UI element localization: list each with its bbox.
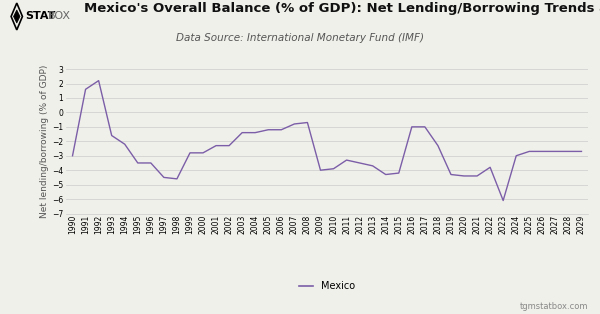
Text: STAT: STAT: [25, 12, 55, 21]
Polygon shape: [14, 10, 20, 23]
Y-axis label: Net lending/borrowing (% of GDP): Net lending/borrowing (% of GDP): [40, 65, 49, 218]
Text: BOX: BOX: [49, 12, 71, 21]
Text: Mexico's Overall Balance (% of GDP): Net Lending/Borrowing Trends and Forecasts : Mexico's Overall Balance (% of GDP): Net…: [84, 2, 600, 14]
Text: Data Source: International Monetary Fund (IMF): Data Source: International Monetary Fund…: [176, 33, 424, 43]
Legend: Mexico: Mexico: [295, 278, 359, 295]
Text: tgmstatbox.com: tgmstatbox.com: [520, 302, 588, 311]
